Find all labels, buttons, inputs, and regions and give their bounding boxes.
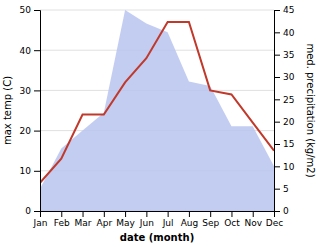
tick-mark — [231, 211, 232, 217]
x-tick: Sep — [202, 211, 219, 228]
tick-label: 20 — [283, 117, 295, 127]
tick-mark — [34, 90, 40, 91]
tick-label: 30 — [20, 86, 32, 96]
tick-label: Sep — [202, 218, 219, 228]
tick-label: Aug — [181, 218, 199, 228]
tick-mark — [189, 211, 190, 217]
tick-mark — [253, 211, 254, 217]
tick-label: Nov — [244, 218, 262, 228]
tick-mark — [104, 211, 105, 217]
x-tick: Nov — [244, 211, 262, 228]
x-tick: Jul — [162, 211, 174, 228]
y2-tick: 10 — [274, 162, 295, 172]
y-axis-title: max temp (C) — [2, 76, 13, 145]
y-tick: 0 — [25, 206, 40, 216]
x-tick: Apr — [97, 211, 113, 228]
tick-mark — [34, 50, 40, 51]
marks — [40, 10, 274, 211]
tick-label: Apr — [97, 218, 113, 228]
y-tick: 30 — [20, 86, 40, 96]
tick-mark — [274, 99, 280, 100]
x-tick: Jan — [33, 211, 48, 228]
y2-tick: 20 — [274, 117, 295, 127]
tick-mark — [274, 77, 280, 78]
tick-mark — [34, 211, 40, 212]
y2-tick: 15 — [274, 139, 294, 149]
tick-label: Jul — [162, 218, 174, 228]
tick-label: Mar — [75, 218, 92, 228]
tick-label: Oct — [224, 218, 240, 228]
tick-label: 0 — [25, 206, 31, 216]
tick-mark — [34, 10, 40, 11]
tick-label: 45 — [283, 5, 294, 15]
plot-area: JanFebMarAprMayJunJulAugSepOctNovDec0102… — [20, 5, 295, 228]
tick-mark — [125, 211, 126, 217]
tick-mark — [146, 211, 147, 217]
tick-mark — [274, 211, 280, 212]
grid — [40, 10, 274, 211]
chart: JanFebMarAprMayJunJulAugSepOctNovDec0102… — [0, 0, 318, 247]
tick-label: Feb — [54, 218, 70, 228]
tick-label: 40 — [283, 28, 295, 38]
tick-mark — [210, 211, 211, 217]
y2-tick: 40 — [274, 28, 295, 38]
y2-tick: 35 — [274, 50, 294, 60]
area — [40, 10, 274, 211]
tick-mark — [274, 122, 280, 123]
x-tick: Feb — [54, 211, 70, 228]
tick-label: 30 — [283, 72, 295, 82]
tick-mark — [83, 211, 84, 217]
axis-line — [34, 11, 41, 212]
axis-line — [275, 11, 281, 212]
x-tick: Mar — [75, 211, 92, 228]
tick-mark — [274, 166, 280, 167]
tick-label: Dec — [266, 218, 283, 228]
y2-axis-title: med. precipitation (kg/m2) — [305, 43, 316, 177]
y-tick: 40 — [20, 46, 40, 56]
tick-mark — [34, 171, 40, 172]
x-tick: Dec — [266, 211, 283, 228]
x-axis: Jan Feb Mar AprMay Jun Jul AugSep Oct Nov Dec — [33, 211, 284, 228]
tick-mark — [274, 55, 280, 56]
x-axis-title: date (month) — [120, 232, 194, 243]
tick-label: 50 — [20, 5, 32, 15]
tick-label: 10 — [283, 162, 295, 172]
y-tick: 10 — [20, 166, 40, 176]
tick-label: 0 — [283, 206, 289, 216]
y2-tick: 25 — [274, 95, 294, 105]
line — [40, 22, 274, 183]
y2-tick: 5 — [274, 184, 289, 194]
grid-line — [40, 10, 274, 11]
tick-mark — [168, 211, 169, 217]
tick-mark — [34, 131, 40, 132]
tick-label: Jun — [139, 218, 154, 228]
tick-label: 35 — [283, 50, 294, 60]
tick-label: 5 — [283, 184, 289, 194]
axis-line — [41, 212, 275, 218]
y-axis: 0 10 20 30 40 50 — [20, 5, 41, 216]
x-tick: Oct — [224, 211, 240, 228]
y2-axis: 0 5 10 15 20 25 30 35 40 45 — [274, 5, 295, 216]
tick-label: 20 — [20, 126, 32, 136]
tick-label: May — [116, 218, 135, 228]
tick-mark — [274, 189, 280, 190]
tick-mark — [61, 211, 62, 217]
tick-label: 25 — [283, 95, 294, 105]
tick-label: 40 — [20, 46, 32, 56]
tick-mark — [274, 144, 280, 145]
x-tick: May — [116, 211, 135, 228]
y2-tick: 45 — [274, 5, 294, 15]
tick-mark — [274, 32, 280, 33]
tick-label: 15 — [283, 139, 294, 149]
y2-tick: 30 — [274, 72, 295, 82]
y-tick: 50 — [20, 5, 40, 15]
y2-tick: 0 — [274, 206, 289, 216]
x-tick: Jun — [139, 211, 154, 228]
tick-label: 10 — [20, 166, 32, 176]
x-tick: Aug — [181, 211, 199, 228]
tick-label: Jan — [33, 218, 48, 228]
tick-mark — [274, 10, 280, 11]
y-tick: 20 — [20, 126, 40, 136]
